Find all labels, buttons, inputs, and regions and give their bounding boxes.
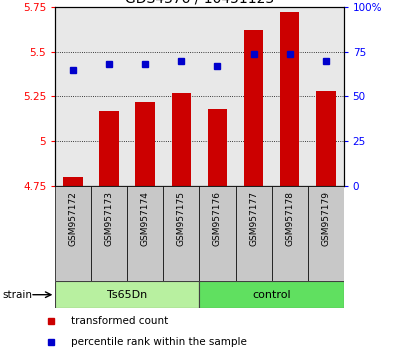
Bar bbox=[308, 186, 344, 281]
Bar bbox=[280, 12, 299, 186]
Text: GSM957176: GSM957176 bbox=[213, 190, 222, 246]
Bar bbox=[171, 93, 191, 186]
Text: percentile rank within the sample: percentile rank within the sample bbox=[71, 337, 247, 348]
Text: GSM957174: GSM957174 bbox=[141, 190, 150, 246]
Title: GDS4376 / 10451123: GDS4376 / 10451123 bbox=[125, 0, 274, 6]
Text: GSM957178: GSM957178 bbox=[285, 190, 294, 246]
Text: GSM957173: GSM957173 bbox=[105, 190, 114, 246]
Text: GSM957177: GSM957177 bbox=[249, 190, 258, 246]
Text: strain: strain bbox=[2, 290, 32, 300]
Bar bbox=[64, 177, 83, 186]
Bar bbox=[91, 186, 127, 281]
Bar bbox=[316, 91, 335, 186]
Text: GSM957172: GSM957172 bbox=[69, 190, 78, 246]
Bar bbox=[135, 102, 155, 186]
Bar bbox=[127, 186, 164, 281]
Bar bbox=[55, 281, 199, 308]
Bar bbox=[272, 186, 308, 281]
Bar bbox=[244, 30, 263, 186]
Bar bbox=[235, 186, 272, 281]
Bar bbox=[208, 109, 228, 186]
Bar bbox=[55, 186, 91, 281]
Bar bbox=[164, 186, 199, 281]
Text: control: control bbox=[252, 290, 291, 300]
Text: Ts65Dn: Ts65Dn bbox=[107, 290, 147, 300]
Bar bbox=[199, 281, 344, 308]
Text: transformed count: transformed count bbox=[71, 316, 168, 326]
Text: GSM957175: GSM957175 bbox=[177, 190, 186, 246]
Bar bbox=[100, 111, 119, 186]
Bar bbox=[199, 186, 235, 281]
Text: GSM957179: GSM957179 bbox=[321, 190, 330, 246]
